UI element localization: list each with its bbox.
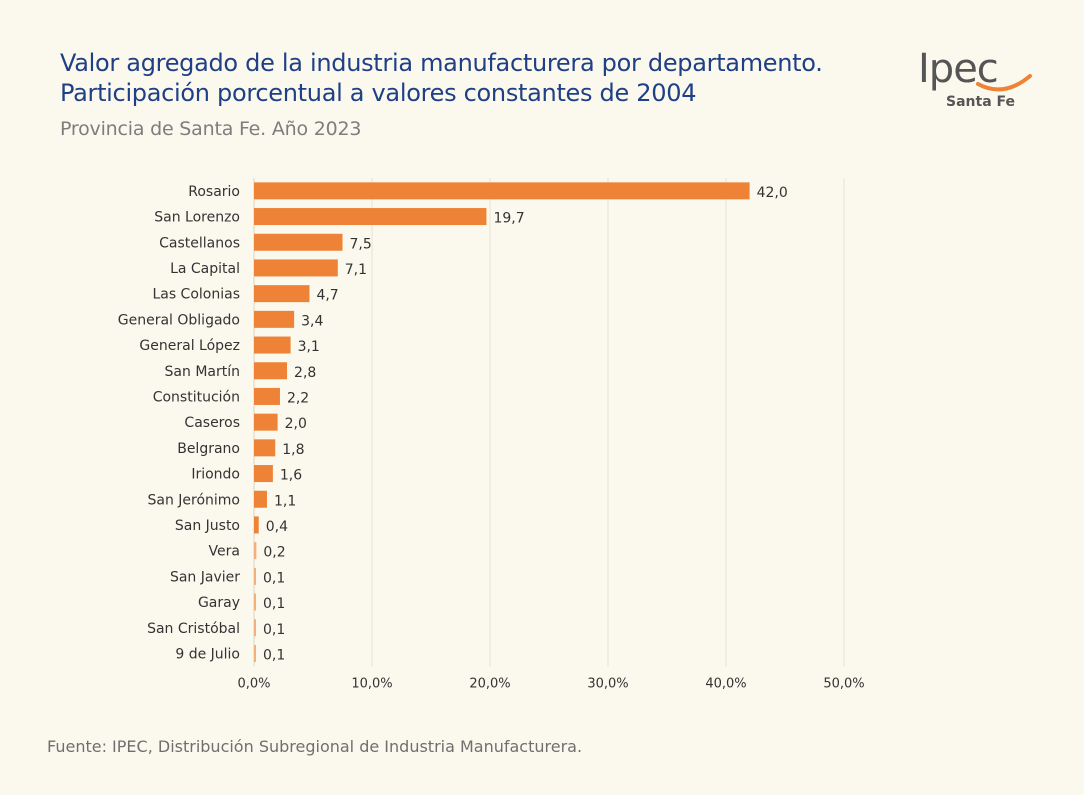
value-label: 2,8 <box>294 365 316 381</box>
bar <box>254 516 259 534</box>
x-tick-label: 40,0% <box>705 676 746 691</box>
logo-wordmark: Ipec <box>918 46 999 92</box>
bar <box>254 490 267 508</box>
chart-title-line1: Valor agregado de la industria manufactu… <box>60 49 823 77</box>
chart-subtitle: Provincia de Santa Fe. Año 2023 <box>60 118 362 140</box>
value-label: 1,8 <box>282 442 304 458</box>
value-label: 0,2 <box>263 545 285 561</box>
value-label: 2,2 <box>287 390 309 406</box>
bar <box>254 233 343 251</box>
category-label: San Lorenzo <box>154 210 240 226</box>
category-label: Belgrano <box>177 441 240 457</box>
value-label: 0,1 <box>263 570 285 586</box>
value-label: 1,6 <box>280 468 302 484</box>
category-label: San Jerónimo <box>147 492 240 508</box>
value-label: 19,7 <box>493 211 524 227</box>
x-tick-label: 20,0% <box>469 676 510 691</box>
chart-title-line2: Participación porcentual a valores const… <box>60 79 697 107</box>
category-label: Las Colonias <box>152 287 240 303</box>
x-tick-label: 30,0% <box>587 676 628 691</box>
category-label: Garay <box>198 595 240 611</box>
value-label: 0,1 <box>263 622 285 638</box>
category-label: La Capital <box>170 261 240 277</box>
chart-bars <box>254 182 750 662</box>
category-label: 9 de Julio <box>175 646 240 662</box>
bar <box>254 310 295 328</box>
bar <box>254 567 256 585</box>
category-label: Castellanos <box>159 235 240 251</box>
category-label: Caseros <box>184 415 240 431</box>
bar <box>254 593 256 611</box>
bar <box>254 208 487 226</box>
value-label: 0,1 <box>263 596 285 612</box>
bar <box>254 413 278 431</box>
value-label: 4,7 <box>316 288 338 304</box>
value-label: 7,1 <box>345 262 367 278</box>
category-label: San Javier <box>170 569 240 585</box>
bar <box>254 619 256 637</box>
category-label: San Justo <box>175 518 240 534</box>
bar <box>254 542 257 560</box>
category-label: Iriondo <box>191 467 240 483</box>
value-labels: 42,0 19,7 7,5 7,1 4,7 3,4 3,1 2,8 2,2 2,0 1,8 1,6 1,… <box>263 185 788 664</box>
category-label: General Obligado <box>118 312 240 328</box>
value-label: 7,5 <box>350 236 372 252</box>
chart-gridlines <box>253 178 845 667</box>
x-tick-label: 0,0% <box>237 676 270 691</box>
bar <box>254 439 276 457</box>
value-label: 3,4 <box>301 313 323 329</box>
bar <box>254 387 280 405</box>
value-label: 42,0 <box>757 185 788 201</box>
bar <box>254 285 310 303</box>
bar <box>254 644 256 662</box>
bar <box>254 465 273 483</box>
logo-subtitle: Santa Fe <box>946 94 1016 110</box>
bar <box>254 259 338 277</box>
value-label: 3,1 <box>298 339 320 355</box>
value-label: 2,0 <box>285 416 307 432</box>
value-label: 0,4 <box>266 519 288 535</box>
category-label: Vera <box>209 544 240 560</box>
bar <box>254 182 750 200</box>
category-label: Constitución <box>153 389 240 405</box>
x-tick-label: 10,0% <box>351 676 392 691</box>
category-labels: Rosario San Lorenzo Castellanos La Capital L… <box>118 184 240 663</box>
category-label: San Cristóbal <box>147 621 240 637</box>
source-note: Fuente: IPEC, Distribución Subregional d… <box>47 737 583 756</box>
category-label: San Martín <box>165 364 240 380</box>
bar <box>254 336 291 354</box>
logo-swoosh-icon <box>976 74 1032 92</box>
x-axis-tick-labels: 0,0% 10,0% 20,0% 30,0% 40,0% 50,0% <box>237 676 864 691</box>
ipec-logo: Ipec Santa Fe <box>918 46 1038 116</box>
x-tick-label: 50,0% <box>823 676 864 691</box>
category-label: General López <box>139 338 240 354</box>
chart-title: Valor agregado de la industria manufactu… <box>60 48 823 108</box>
bar <box>254 362 288 380</box>
category-label: Rosario <box>188 184 240 200</box>
value-label: 0,1 <box>263 647 285 663</box>
value-label: 1,1 <box>274 493 296 509</box>
